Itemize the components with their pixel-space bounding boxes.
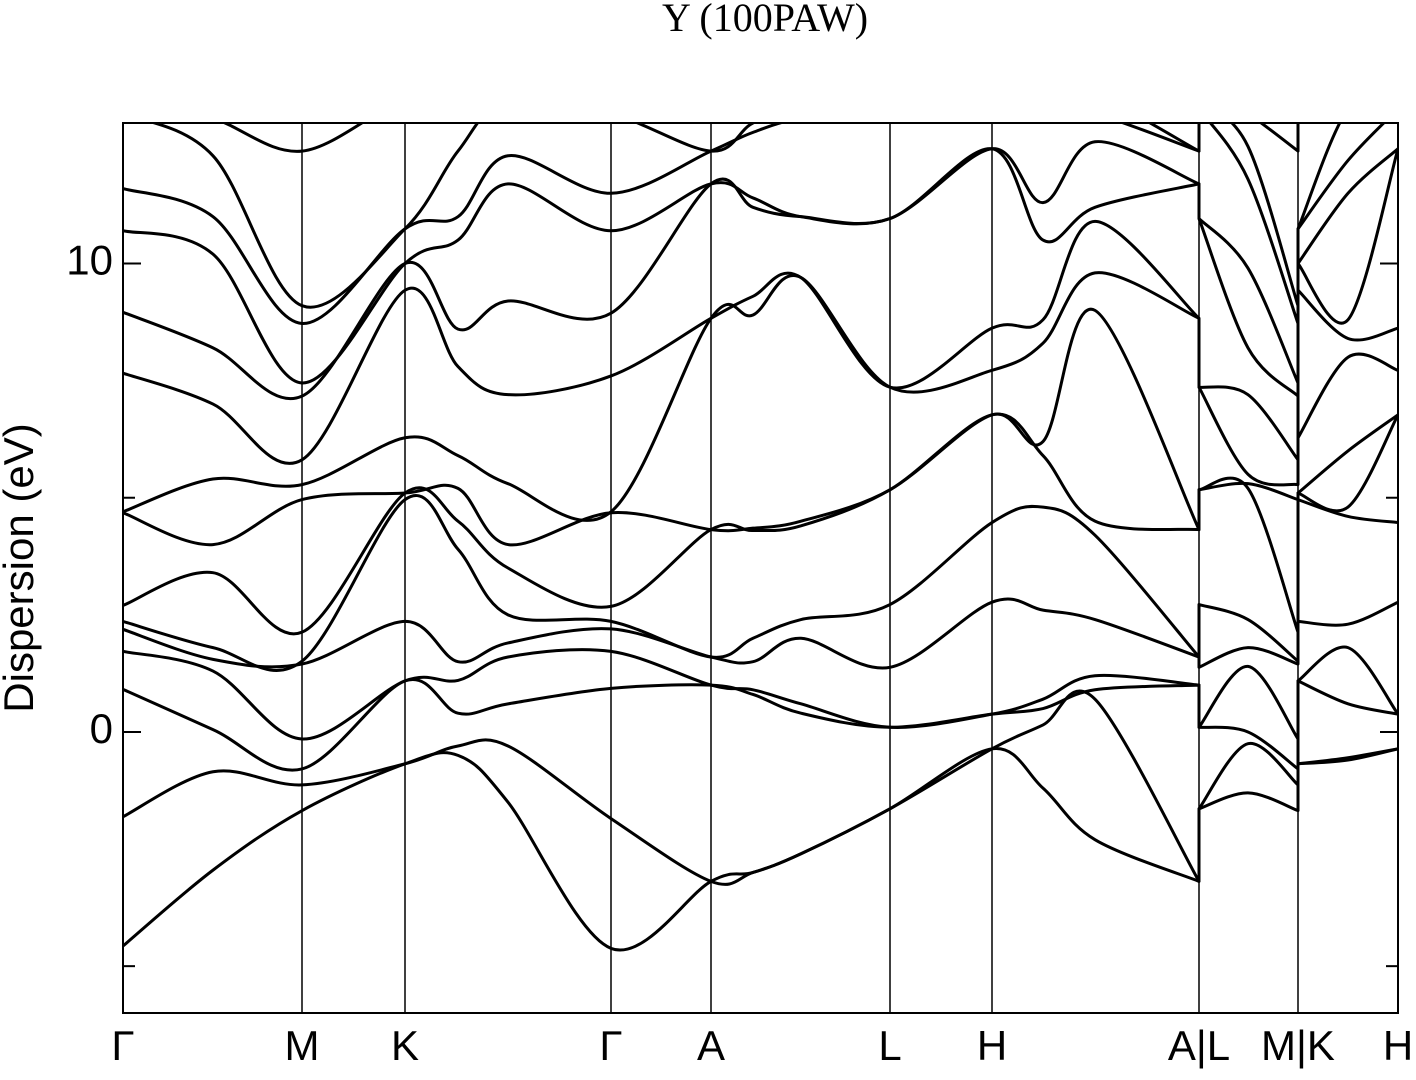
- x-tick-label: L: [878, 1022, 901, 1069]
- chart-title: Y (100PAW): [662, 0, 868, 40]
- x-tick-label: K: [391, 1022, 419, 1069]
- band-line: [123, 689, 1398, 886]
- band-line: [149, 123, 1342, 309]
- band-line: [123, 645, 1398, 741]
- band-line: [123, 412, 1398, 636]
- x-tick-label: A: [697, 1022, 725, 1069]
- band-line: [123, 307, 1398, 547]
- band-line: [123, 677, 1398, 772]
- band-line: [123, 219, 1398, 465]
- band-line: [123, 140, 1398, 385]
- band-line: [123, 597, 1398, 670]
- band-line: [123, 494, 1398, 672]
- x-tick-label: H: [1383, 1022, 1413, 1069]
- y-tick-label: 0: [90, 705, 113, 752]
- bands: [123, 123, 1398, 952]
- band-line: [123, 747, 1398, 952]
- x-tick-label: A|L: [1168, 1022, 1230, 1069]
- x-tick-label: Γ: [111, 1022, 134, 1069]
- y-tick-label: 10: [66, 237, 113, 284]
- y-axis-label: Dispersion (eV): [0, 423, 42, 712]
- band-line: [123, 147, 1398, 400]
- band-line: [221, 123, 1300, 153]
- x-tick-label: H: [977, 1022, 1007, 1069]
- x-tick-label: M: [285, 1022, 320, 1069]
- x-tick-label: Γ: [599, 1022, 622, 1069]
- band-line: [123, 271, 1398, 522]
- x-tick-label: M|K: [1261, 1022, 1335, 1069]
- plot-frame: [122, 122, 1399, 1014]
